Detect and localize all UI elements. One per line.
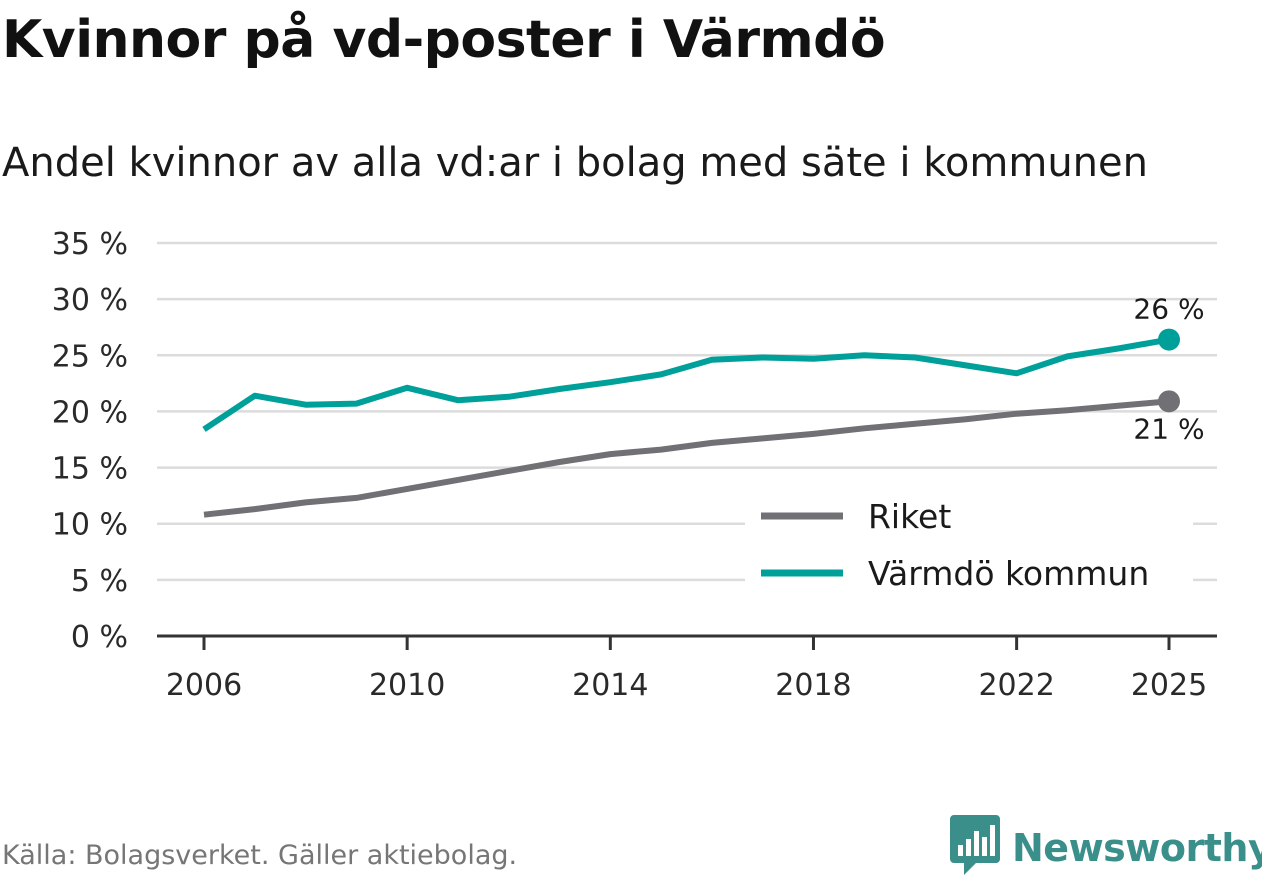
series-line (202, 336, 1170, 432)
x-tick-label: 2010 (369, 668, 445, 703)
y-tick-label: 15 % (52, 452, 128, 487)
x-tick-label: 2022 (978, 668, 1054, 703)
series-end-point (1158, 328, 1180, 351)
source-note: Källa: Bolagsverket. Gäller aktiebolag. (2, 840, 518, 871)
chart-title: Kvinnor på vd-poster i Värmdö (2, 10, 886, 70)
chart-subtitle: Andel kvinnor av alla vd:ar i bolag med … (2, 140, 1148, 186)
x-tick-label: 2006 (166, 668, 242, 703)
legend: Riket Värmdö kommun (745, 488, 1193, 606)
y-tick-label: 25 % (52, 339, 128, 374)
legend-label: Värmdö kommun (868, 554, 1149, 593)
y-tick-label: 30 % (52, 283, 128, 318)
brand-name: Newsworthy (1012, 826, 1262, 870)
legend-label: Riket (868, 497, 951, 536)
x-tick-label: 2018 (775, 668, 851, 703)
end-labels: 21 % 26 % (1133, 293, 1204, 446)
legend-background (745, 488, 1193, 606)
y-tick-label: 0 % (71, 620, 128, 655)
x-tick-label: 2025 (1131, 668, 1207, 703)
series-end-label: 21 % (1133, 412, 1204, 445)
y-tick-label: 35 % (52, 227, 128, 262)
y-axis-tick-labels: 0 % 5 % 10 % 15 % 20 % 25 % 30 % 35 % (52, 227, 128, 655)
y-tick-label: 20 % (52, 395, 128, 430)
series-end-point (1158, 390, 1180, 413)
newsworthy-logo-icon (950, 815, 1000, 881)
series-lines (202, 328, 1180, 518)
y-tick-label: 5 % (71, 564, 128, 599)
y-tick-label: 10 % (52, 508, 128, 543)
x-tick-label: 2014 (572, 668, 648, 703)
series-line (203, 398, 1170, 518)
series-end-label: 26 % (1133, 293, 1204, 326)
brand-logo: Newsworthy (950, 815, 1262, 881)
x-axis-ticks: 2006 2010 2014 2018 2022 2025 (166, 636, 1207, 703)
